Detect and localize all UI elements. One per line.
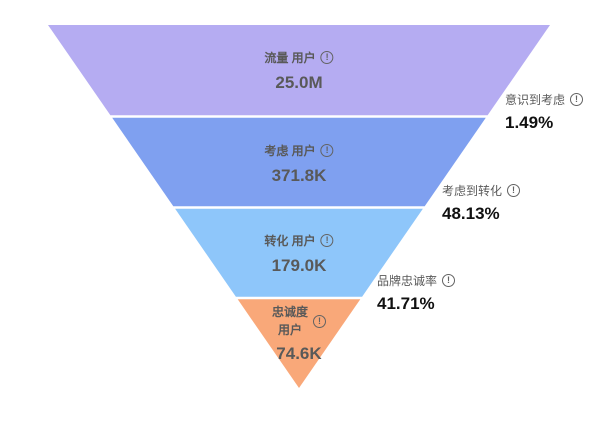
conversion-value: 41.71%	[377, 294, 435, 313]
funnel-segment-loyalty[interactable]	[237, 299, 361, 388]
stage-label-block-consideration: 考虑 用户 ! 371.8K	[264, 139, 334, 189]
stage-value-consideration: 371.8K	[271, 166, 327, 185]
stage-label-loyalty-line2: 用户	[277, 323, 303, 337]
conversion-label: 考虑到转化 !	[442, 180, 521, 200]
info-icon[interactable]: !	[320, 233, 334, 247]
conversion-block-awareness-to-consideration: 意识到考虑 ! 1.49%	[505, 89, 584, 135]
info-icon[interactable]: !	[313, 314, 327, 328]
conversion-value: 48.13%	[442, 204, 500, 223]
stage-value-loyalty: 74.6K	[276, 344, 322, 363]
info-icon[interactable]: !	[442, 273, 456, 287]
info-icon[interactable]: !	[507, 183, 521, 197]
stage-label-conversion-text: 转化 用户	[264, 233, 316, 248]
stage-value-traffic: 25.0M	[275, 73, 323, 92]
conversion-label: 品牌忠诚率 !	[377, 270, 456, 290]
stage-label-traffic: 流量 用户 !	[264, 46, 334, 68]
info-icon[interactable]: !	[570, 92, 584, 106]
stage-label-block-loyalty: 忠诚度 用户 ! 74.6K	[272, 303, 327, 367]
stage-label-loyalty: 忠诚度 用户 !	[272, 303, 327, 339]
stage-label-consideration-text: 考虑 用户	[264, 143, 316, 158]
funnel-segment-consideration[interactable]	[112, 117, 486, 207]
stage-label-block-traffic: 流量 用户 ! 25.0M	[264, 46, 334, 96]
stage-label-traffic-text: 流量 用户	[264, 50, 316, 65]
funnel-segment-conversion[interactable]	[175, 208, 423, 297]
conversion-label: 意识到考虑 !	[505, 89, 584, 109]
stage-label-loyalty-line1: 忠诚度	[271, 305, 309, 319]
info-icon[interactable]: !	[320, 143, 334, 157]
conversion-label-text: 考虑到转化	[442, 183, 503, 198]
conversion-label-text: 品牌忠诚率	[377, 273, 438, 288]
stage-label-block-conversion: 转化 用户 ! 179.0K	[264, 229, 334, 279]
conversion-value: 1.49%	[505, 113, 554, 132]
conversion-label-text: 意识到考虑	[505, 92, 566, 107]
stage-label-loyalty-text: 忠诚度 用户	[272, 303, 308, 339]
stage-label-conversion: 转化 用户 !	[264, 229, 334, 251]
conversion-block-brand-loyalty: 品牌忠诚率 ! 41.71%	[377, 270, 456, 316]
stage-label-consideration: 考虑 用户 !	[264, 139, 334, 161]
info-icon[interactable]: !	[320, 50, 334, 64]
stage-value-conversion: 179.0K	[271, 256, 327, 275]
conversion-block-consideration-to-conversion: 考虑到转化 ! 48.13%	[442, 180, 521, 226]
funnel-segment-traffic[interactable]	[48, 25, 550, 116]
